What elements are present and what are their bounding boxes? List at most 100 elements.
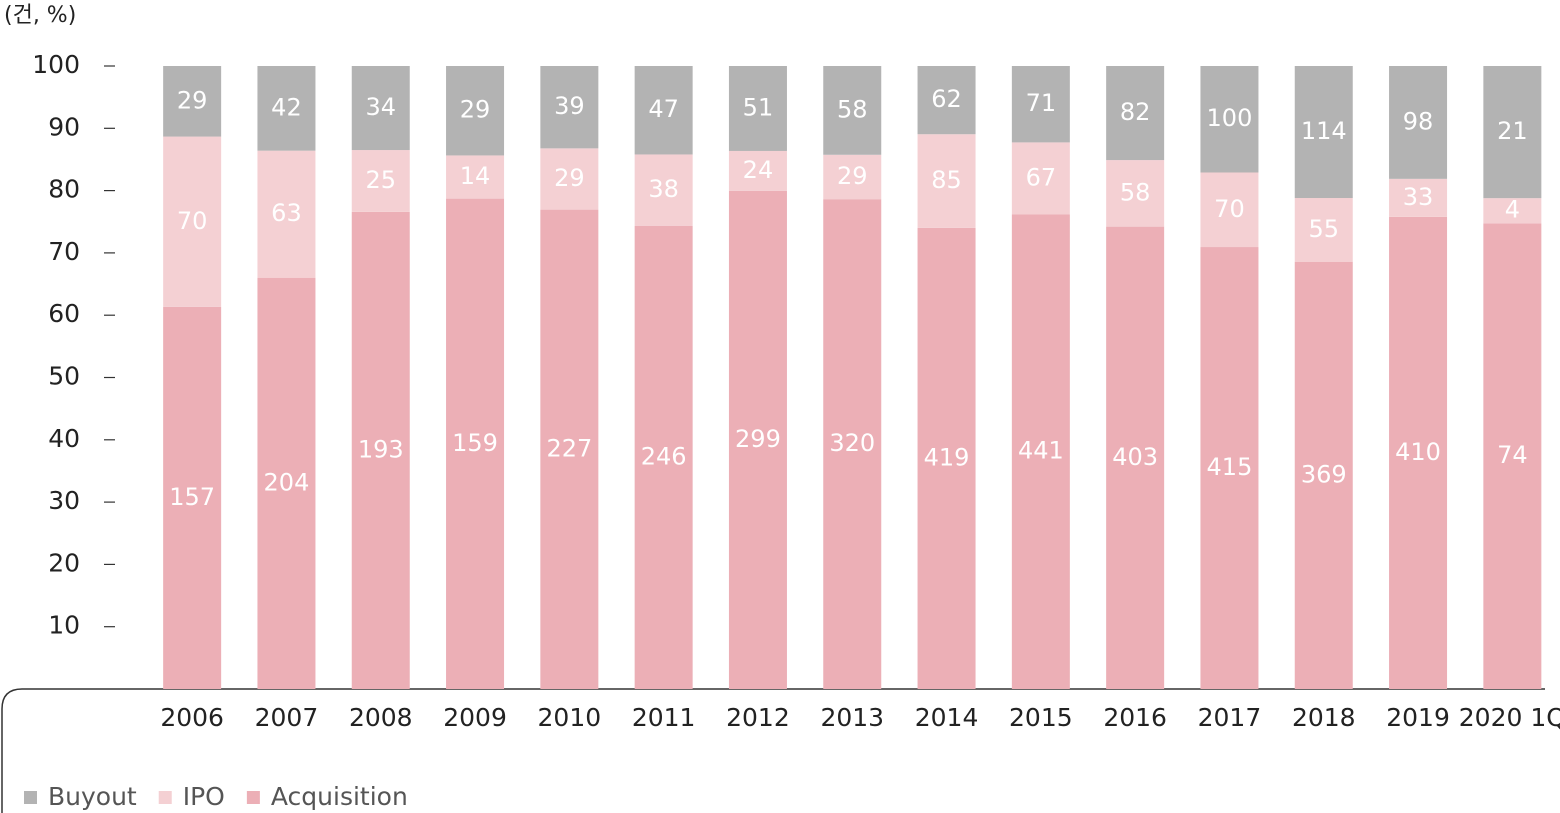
bar-segment	[1011, 66, 1070, 143]
data-label: 34	[365, 93, 396, 121]
data-label: 29	[554, 164, 585, 192]
bar-segment	[446, 198, 505, 689]
data-label: 24	[743, 156, 774, 184]
bar-segment	[1106, 66, 1165, 161]
data-label: 14	[460, 162, 491, 190]
data-label: 98	[1403, 107, 1434, 135]
bar-segment	[163, 66, 222, 137]
data-label: 70	[1214, 195, 1245, 223]
bar-segment	[728, 190, 787, 689]
bar-segment	[823, 66, 882, 155]
bar-segment	[917, 227, 976, 689]
data-label: 227	[546, 434, 592, 462]
y-tick-label: 40	[48, 424, 80, 453]
data-label: 21	[1497, 117, 1528, 145]
data-label: 63	[271, 199, 302, 227]
data-label: 58	[1120, 178, 1151, 206]
y-tick-label: 100	[32, 50, 80, 79]
bar-segment	[1294, 66, 1353, 199]
data-label: 320	[829, 429, 875, 457]
data-label: 157	[169, 483, 215, 511]
data-label: 4	[1505, 196, 1520, 224]
bar-segment	[1200, 172, 1259, 248]
x-tick-label: 2014	[915, 703, 979, 732]
data-label: 246	[641, 442, 687, 470]
bar-segment	[1200, 66, 1259, 173]
y-tick-label: 70	[48, 237, 80, 266]
bar-segment	[540, 148, 599, 210]
data-label: 410	[1395, 438, 1441, 466]
x-tick-label: 2008	[349, 703, 413, 732]
bar-segment	[1483, 223, 1542, 689]
data-label: 299	[735, 425, 781, 453]
data-label: 193	[358, 435, 404, 463]
bar-segment	[823, 199, 882, 689]
data-label: 51	[743, 93, 774, 121]
data-label: 70	[177, 207, 208, 235]
data-label: 29	[177, 86, 208, 114]
legend-label: Buyout	[48, 782, 137, 811]
bar-segment	[1483, 198, 1542, 224]
y-tick-label: 10	[48, 611, 80, 640]
bar-segment	[634, 154, 693, 226]
legend-label: IPO	[183, 782, 225, 811]
data-label: 82	[1120, 98, 1151, 126]
bar-segment	[351, 66, 410, 151]
data-label: 47	[648, 95, 679, 123]
data-label: 29	[837, 162, 868, 190]
bar-segment	[1011, 142, 1070, 215]
x-tick-label: 2013	[820, 703, 884, 732]
data-label: 55	[1308, 215, 1339, 243]
x-tick-label: 2010	[538, 703, 602, 732]
bar-segment	[728, 150, 787, 191]
legend-swatch	[246, 791, 260, 804]
x-tick-label: 2009	[443, 703, 507, 732]
bar-segment	[1294, 261, 1353, 689]
x-tick-label: 2006	[160, 703, 224, 732]
data-label: 100	[1207, 104, 1253, 132]
bar-segment	[163, 136, 222, 307]
data-label: 369	[1301, 460, 1347, 488]
y-tick-label: 90	[48, 112, 80, 141]
x-tick-label: 2016	[1103, 703, 1167, 732]
bar-segment	[1106, 160, 1165, 227]
unit-label: (건, %)	[4, 3, 76, 28]
x-tick-label: 2018	[1292, 703, 1356, 732]
bar-segment	[1389, 178, 1448, 217]
data-label: 62	[931, 85, 962, 113]
y-tick-label: 80	[48, 175, 80, 204]
bar-segment	[1011, 214, 1070, 689]
bar-segment	[446, 66, 505, 156]
data-label: 204	[264, 468, 310, 496]
axis-frame	[1, 688, 1545, 813]
bar-segment	[163, 306, 222, 689]
x-tick-label: 2015	[1009, 703, 1073, 732]
bar-segment	[1294, 198, 1353, 262]
bar-segment	[1389, 66, 1448, 179]
x-tick-label: 2020 1Q	[1459, 703, 1560, 732]
data-label: 441	[1018, 437, 1064, 465]
y-tick-label: 60	[48, 299, 80, 328]
data-label: 71	[1026, 89, 1057, 117]
data-label: 114	[1301, 117, 1347, 145]
data-label: 39	[554, 92, 585, 120]
x-tick-label: 2012	[726, 703, 790, 732]
data-label: 403	[1112, 443, 1158, 471]
bar-segment	[1389, 216, 1448, 689]
bar-segment	[540, 66, 599, 149]
legend-label: Acquisition	[271, 782, 408, 811]
y-tick-label: 20	[48, 548, 80, 577]
bar-segment	[1200, 247, 1259, 690]
bar-segment	[823, 154, 882, 200]
data-label: 42	[271, 93, 302, 121]
data-label: 58	[837, 95, 868, 123]
bar-segment	[634, 66, 693, 155]
bar-segment	[1106, 226, 1165, 689]
x-tick-label: 2019	[1386, 703, 1450, 732]
bar-segment	[1483, 66, 1542, 199]
data-label: 159	[452, 429, 498, 457]
bar-segment	[634, 225, 693, 689]
x-tick-label: 2007	[255, 703, 319, 732]
data-label: 74	[1497, 441, 1528, 469]
